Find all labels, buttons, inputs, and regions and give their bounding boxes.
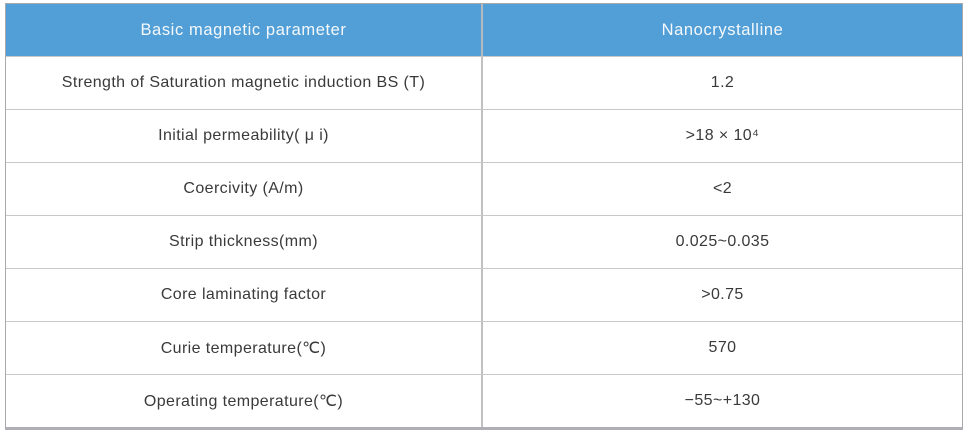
value-cell-initial-permeability: >18 × 10⁴	[483, 109, 962, 162]
col-header-nanocrystalline: Nanocrystalline	[483, 4, 962, 56]
value-cell-curie-temperature: 570	[483, 321, 962, 374]
value-cell-strip-thickness: 0.025~0.035	[483, 215, 962, 268]
param-cell-core-laminating-factor: Core laminating factor	[6, 268, 483, 321]
param-cell-saturation-induction: Strength of Saturation magnetic inductio…	[6, 56, 483, 109]
magnetic-parameter-table: Basic magnetic parameter Nanocrystalline…	[6, 4, 962, 427]
col-header-parameter: Basic magnetic parameter	[6, 4, 483, 56]
value-cell-operating-temperature: −55~+130	[483, 374, 962, 427]
value-cell-core-laminating-factor: >0.75	[483, 268, 962, 321]
magnetic-parameter-table-frame: Basic magnetic parameter Nanocrystalline…	[5, 3, 963, 430]
param-cell-strip-thickness: Strip thickness(mm)	[6, 215, 483, 268]
param-cell-operating-temperature: Operating temperature(℃)	[6, 374, 483, 427]
value-cell-saturation-induction: 1.2	[483, 56, 962, 109]
param-cell-coercivity: Coercivity (A/m)	[6, 162, 483, 215]
param-cell-curie-temperature: Curie temperature(℃)	[6, 321, 483, 374]
value-cell-coercivity: <2	[483, 162, 962, 215]
param-cell-initial-permeability: Initial permeability( μ i)	[6, 109, 483, 162]
